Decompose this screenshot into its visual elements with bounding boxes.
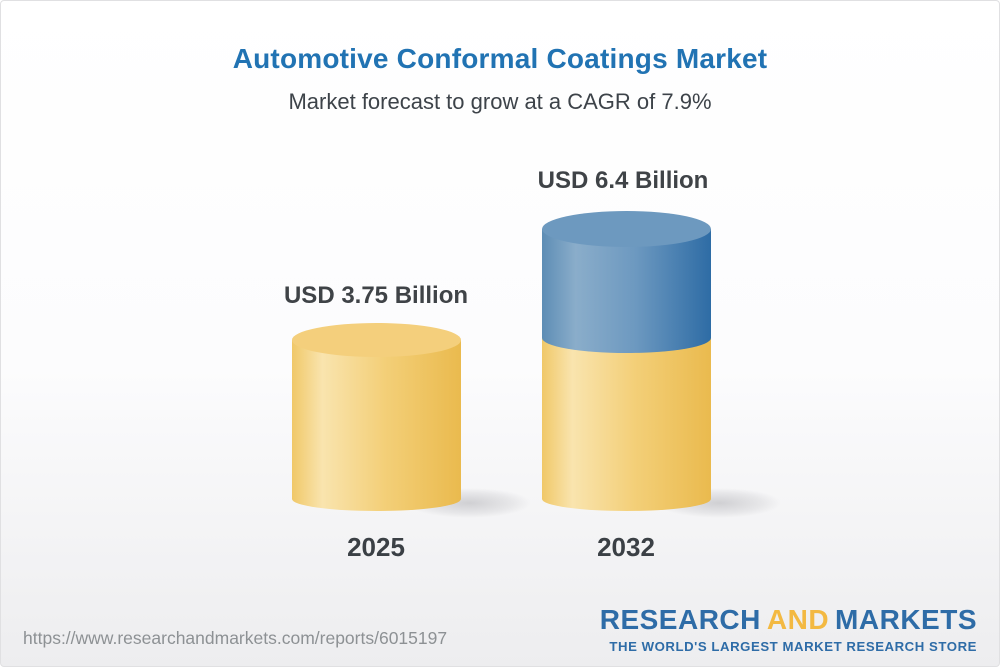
category-label-2032: 2032 xyxy=(597,532,655,562)
logo-tagline: THE WORLD'S LARGEST MARKET RESEARCH STOR… xyxy=(609,639,977,654)
bar-2032-cylinder xyxy=(542,211,711,511)
chart-header: Automotive Conformal Coatings Market Mar… xyxy=(1,1,999,115)
research-and-markets-logo: RESEARCH AND MARKETS THE WORLD'S LARGEST M… xyxy=(600,604,977,654)
logo-word-markets: MARKETS xyxy=(835,604,977,635)
footer: https://www.researchandmarkets.com/repor… xyxy=(1,596,999,666)
value-label-2032: USD 6.4 Billion xyxy=(537,167,709,194)
chart-subtitle: Market forecast to grow at a CAGR of 7.9… xyxy=(288,89,712,114)
source-url: https://www.researchandmarkets.com/repor… xyxy=(23,628,448,648)
chart-title: Automotive Conformal Coatings Market xyxy=(232,43,768,74)
logo-wordmark: RESEARCH AND MARKETS xyxy=(600,604,977,636)
logo-word-research: RESEARCH xyxy=(599,604,761,635)
category-label-2025: 2025 xyxy=(347,532,405,562)
value-label-2025: USD 3.75 Billion xyxy=(283,282,469,309)
bar-2032-base-segment xyxy=(542,338,711,511)
bar-2025-cylinder xyxy=(292,323,461,511)
logo-word-and: AND xyxy=(766,604,830,635)
bar-2032-growth-segment xyxy=(542,229,711,353)
